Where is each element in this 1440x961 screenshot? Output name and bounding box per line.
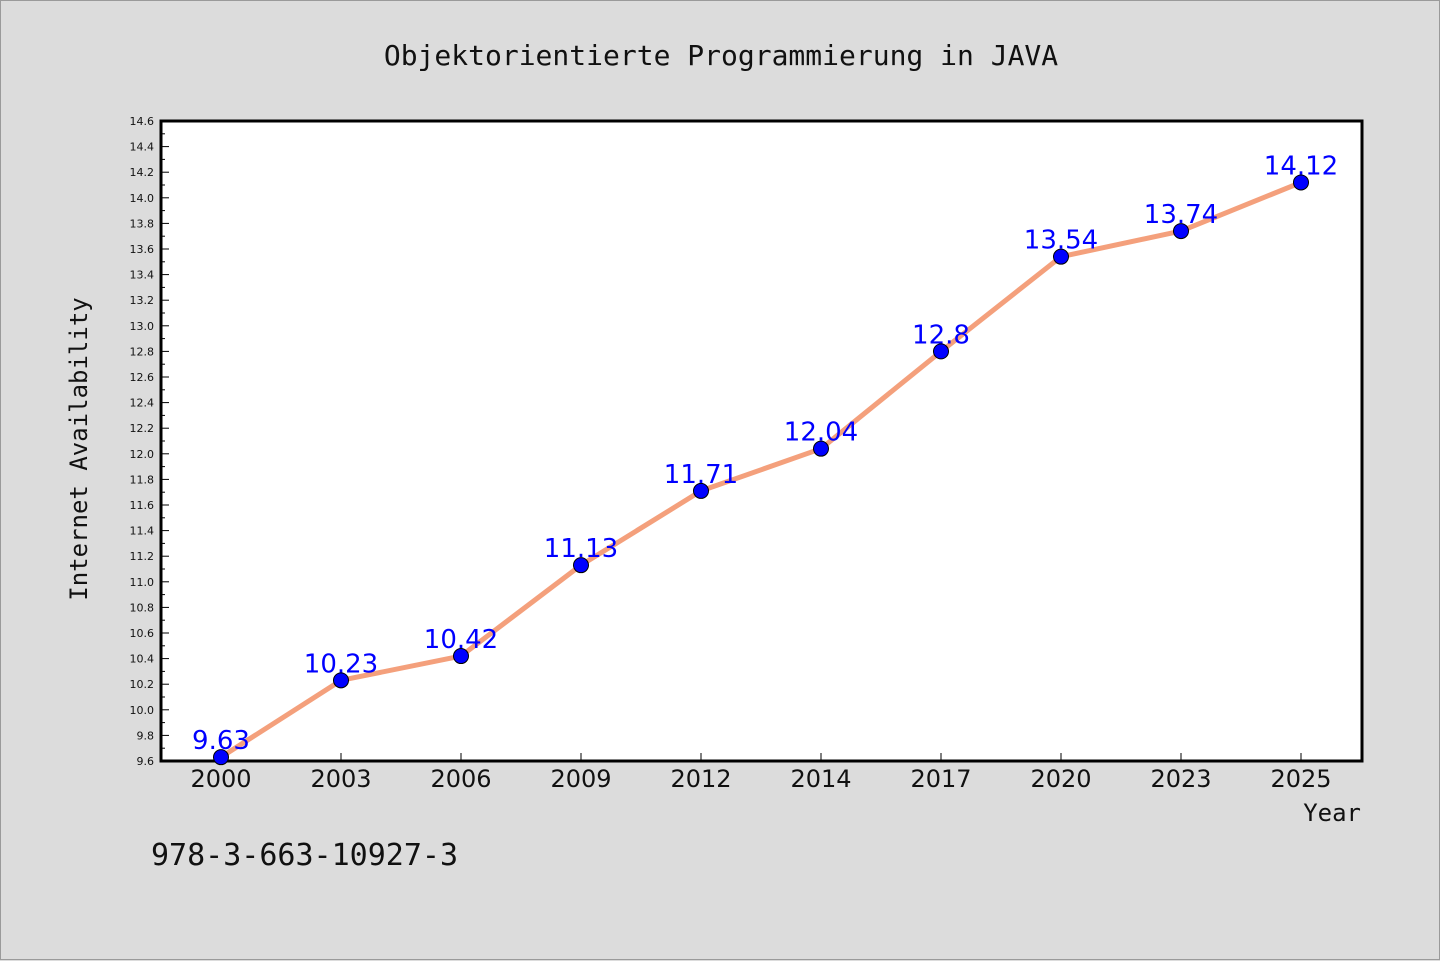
data-point-marker <box>813 440 829 457</box>
x-tick-label: 2000 <box>190 765 251 793</box>
data-value-label: 10.42 <box>424 625 498 655</box>
y-tick-label: 10.0 <box>130 704 155 717</box>
data-value-label: 13.74 <box>1144 200 1218 230</box>
data-point-marker <box>333 672 349 689</box>
y-tick-label: 10.8 <box>130 601 155 614</box>
x-tick-label: 2023 <box>1150 765 1211 793</box>
y-tick-label: 12.6 <box>130 371 155 384</box>
y-tick-label: 14.6 <box>130 115 155 128</box>
y-tick-label: 11.8 <box>130 473 155 486</box>
y-tick-label: 14.2 <box>130 166 155 179</box>
data-value-label: 12.8 <box>912 320 970 350</box>
x-tick-label: 2025 <box>1270 765 1331 793</box>
chart-title: Objektorientierte Programmierung in JAVA <box>384 39 1058 72</box>
isbn-footer-text: 978-3-663-10927-3 <box>151 838 458 873</box>
x-tick-label: 2017 <box>910 765 971 793</box>
y-tick-label: 12.8 <box>130 345 155 358</box>
x-tick-label: 2006 <box>430 765 491 793</box>
x-axis: 2000 2003 2006 2009 2012 2014 2017 2020 2023 2025 <box>190 753 1332 793</box>
x-axis-label: Year <box>1303 799 1361 827</box>
y-tick-label: 9.8 <box>137 729 155 742</box>
y-axis: 9.6 9.8 10.0 10.2 10.4 10.6 10.8 11.0 11.2 11.4 11… <box>130 115 169 768</box>
x-tick-label: 2012 <box>670 765 731 793</box>
data-value-label: 14.12 <box>1264 151 1338 181</box>
y-tick-label: 13.8 <box>130 217 155 230</box>
series-line <box>219 180 1302 760</box>
y-tick-label: 11.2 <box>130 550 155 563</box>
y-tick-label: 10.4 <box>130 653 155 666</box>
data-value-label: 13.54 <box>1024 226 1098 256</box>
y-tick-label: 13.6 <box>130 243 155 256</box>
y-axis-label: Internet Availability <box>65 297 93 600</box>
data-point-marker <box>573 557 589 574</box>
data-point-marker <box>1173 223 1189 240</box>
y-tick-label: 13.2 <box>130 294 155 307</box>
y-tick-label: 11.4 <box>130 525 155 538</box>
plot-area <box>159 119 1364 763</box>
data-value-label: 11.13 <box>544 534 618 564</box>
data-value-label: 9.63 <box>192 726 250 756</box>
data-point-marker <box>1053 248 1069 265</box>
y-tick-label: 13.4 <box>130 269 155 282</box>
y-tick-label: 12.4 <box>130 397 155 410</box>
x-tick-label: 2020 <box>1030 765 1091 793</box>
y-tick-label: 12.0 <box>130 448 155 461</box>
series-line-group <box>213 174 1309 766</box>
data-point-marker <box>693 482 709 499</box>
data-point-marker <box>213 749 229 766</box>
data-value-label: 10.23 <box>304 649 378 679</box>
y-tick-label: 12.2 <box>130 422 155 435</box>
y-tick-label: 14.0 <box>130 192 155 205</box>
data-label-group: 9.63 10.23 10.42 11.13 11.71 12.04 12.8 13.54 13… <box>192 151 1338 756</box>
x-tick-label: 2009 <box>550 765 611 793</box>
data-value-label: 11.71 <box>664 460 738 490</box>
y-tick-label: 10.6 <box>130 627 155 640</box>
y-tick-label: 9.6 <box>137 755 155 768</box>
x-tick-label: 2014 <box>790 765 851 793</box>
y-tick-label: 10.2 <box>130 678 155 691</box>
y-tick-label: 11.0 <box>130 576 155 589</box>
data-point-marker <box>933 343 949 360</box>
x-tick-label: 2003 <box>310 765 371 793</box>
y-tick-label: 14.4 <box>130 141 155 154</box>
y-tick-label: 11.6 <box>130 499 155 512</box>
data-point-marker <box>1293 174 1309 191</box>
data-value-label: 12.04 <box>784 418 858 448</box>
y-tick-label: 13.0 <box>130 320 155 333</box>
data-point-marker <box>453 648 469 665</box>
